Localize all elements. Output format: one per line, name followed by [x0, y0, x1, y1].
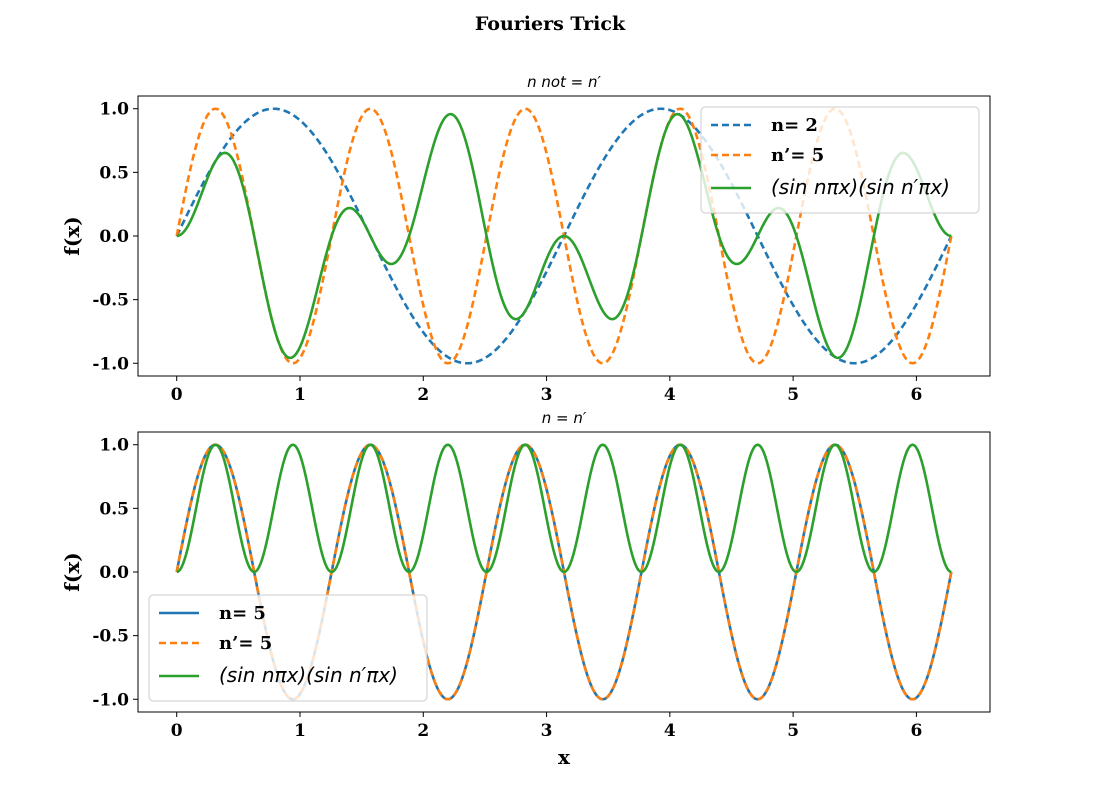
legend-label: n’= 5 — [771, 145, 824, 166]
legend-label: (sin nπx)(sin n′πx) — [771, 175, 950, 199]
x-tick-label: 2 — [417, 385, 429, 405]
subplots: n not = n′ 0 1 2 3 4 5 6 1.0 0.5 0.0 -0.5 -1.0 f(x) n=… — [60, 73, 991, 769]
subplot-2: n = n′0 1 2 3 4 5 61.00.50.0-0.5-1.0f(x)xn= 5n… — [60, 409, 991, 769]
y-axis-label: f(x) — [60, 216, 84, 255]
legend-label: n’= 5 — [219, 633, 272, 654]
y-axis-label: f(x) — [60, 552, 84, 591]
series-line-3 — [176, 112, 952, 360]
y-tick-label: -1.0 — [92, 690, 129, 710]
subplot-title: n = n′ — [542, 409, 587, 427]
x-tick-label: 0 — [171, 385, 183, 405]
x-tick-label: 6 — [910, 385, 922, 405]
subplot-title: n not = n′ — [527, 73, 601, 91]
y-tick-label: 0.5 — [99, 163, 129, 183]
legend-frame — [700, 106, 980, 214]
y-tick-label: 0.0 — [99, 563, 129, 583]
legend-label: n= 2 — [771, 115, 818, 136]
y-tick-label: 1.0 — [99, 436, 129, 456]
legend: n= 2 n’= 5 (sin nπx)(sin n′πx) — [700, 106, 980, 214]
x-tick-label: 0 — [171, 721, 183, 741]
x-tick-label: 1 — [294, 721, 306, 741]
y-tick-label: -0.5 — [92, 291, 129, 311]
subplot-1: n not = n′ 0 1 2 3 4 5 6 1.0 0.5 0.0 -0.5 -1.0 f(x) n=… — [60, 73, 991, 405]
legend: n= 5 n’= 5 (sin nπx)(sin n′πx) — [148, 594, 428, 702]
series-line-3 — [176, 443, 952, 574]
x-tick-label: 2 — [417, 721, 429, 741]
legend-label: (sin nπx)(sin n′πx) — [219, 663, 398, 687]
y-tick-label: -1.0 — [92, 354, 129, 374]
x-tick-label: 3 — [541, 385, 553, 405]
y-tick-label: -0.5 — [92, 627, 129, 647]
x-tick-label: 1 — [294, 385, 306, 405]
figure-suptitle: Fouriers Trick — [475, 13, 626, 35]
x-tick-label: 4 — [664, 385, 676, 405]
y-tick-label: 0.5 — [99, 499, 129, 519]
x-tick-label: 5 — [787, 721, 799, 741]
x-axis-label: x — [558, 745, 571, 769]
x-tick-label: 3 — [541, 721, 553, 741]
x-tick-label: 6 — [910, 721, 922, 741]
y-tick-label: 0.0 — [99, 227, 129, 247]
x-tick-label: 5 — [787, 385, 799, 405]
x-tick-label: 4 — [664, 721, 676, 741]
legend-frame — [148, 594, 428, 702]
y-tick-label: 1.0 — [99, 100, 129, 120]
legend-label: n= 5 — [219, 603, 266, 624]
